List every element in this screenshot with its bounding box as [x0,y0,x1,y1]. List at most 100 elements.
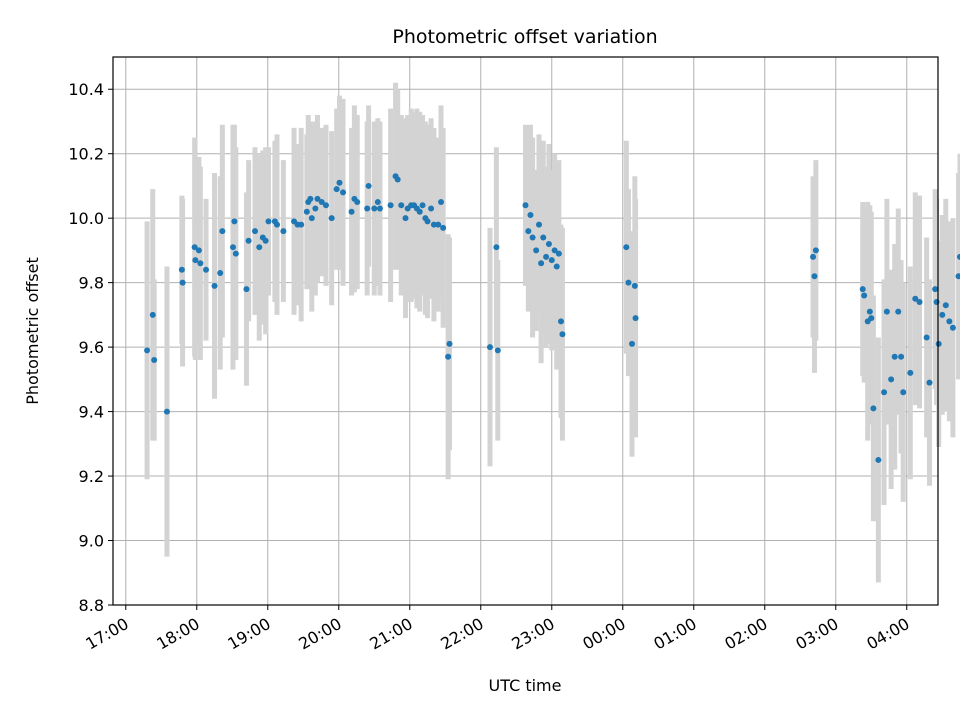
y-axis: 8.8 9.0 9.2 9.4 9.6 9.8 10.0 10.2 10.4 [68,80,113,615]
data-point [543,253,550,260]
y-tick-label: 10.0 [68,209,104,228]
data-point [280,228,287,235]
y-tick-label: 8.8 [79,596,104,615]
data-point [916,298,923,305]
data-point [533,247,540,254]
data-point [144,347,151,354]
plot-frame [112,56,939,606]
data-point [374,199,381,206]
data-point [178,266,185,273]
data-point [625,279,632,286]
data-point [430,221,437,228]
data-point [211,282,218,289]
data-point [333,186,340,193]
y-tick-label: 9.2 [79,467,104,486]
data-point [898,353,905,360]
data-point [942,302,949,309]
data-point [529,234,536,241]
data-point [232,250,239,257]
data-point [364,205,371,212]
data-point [623,244,630,251]
data-point [810,253,817,260]
data-point [632,315,639,322]
data-point [493,244,500,251]
y-tick-label: 9.0 [79,532,104,551]
data-point [900,389,907,396]
data-point [354,199,361,206]
data-point [933,298,940,305]
data-point [907,369,914,376]
data-point [555,250,562,257]
data-point [535,221,542,228]
data-point [812,247,819,254]
data-point [446,340,453,347]
y-axis-label: Photometric offset [23,257,42,405]
data-point [348,208,355,215]
data-point [891,353,898,360]
chart-title: Photometric offset variation [392,26,657,48]
data-point [551,247,558,254]
data-point [559,331,566,338]
data-point [419,202,426,209]
data-point [312,205,319,212]
y-tick-label: 9.4 [79,403,104,422]
data-point [318,199,325,206]
data-point [274,221,281,228]
data-point [955,273,960,280]
data-point [487,344,494,351]
data-point [394,176,401,183]
data-point [307,195,314,202]
data-point [548,257,555,264]
data-point [557,318,564,325]
data-point [303,208,310,215]
data-point [527,211,534,218]
data-point [957,253,960,260]
data-point [256,244,263,251]
data-point [314,195,321,202]
x-axis-label: UTC time [489,676,562,695]
data-point [243,286,250,293]
data-point [870,405,877,412]
data-point [935,340,942,347]
data-point [494,347,501,354]
data-point [416,208,423,215]
data-point [308,215,315,222]
y-tick-label: 9.8 [79,274,104,293]
data-point [525,228,532,235]
data-point [861,292,868,299]
data-point [251,228,258,235]
data-point [445,353,452,360]
data-point [424,218,431,225]
data-point [949,324,956,331]
data-point [365,182,372,189]
data-point [939,311,946,318]
data-point [888,376,895,383]
data-point [631,282,638,289]
data-point [868,315,875,322]
data-point [440,224,447,231]
data-point [298,221,305,228]
data-point [195,247,202,254]
data-point [540,234,547,241]
data-point [322,202,329,209]
data-point [538,260,545,267]
data-point [387,202,394,209]
y-tick-label: 10.2 [68,145,104,164]
data-point [553,263,560,270]
data-point [231,218,238,225]
y-tick-label: 9.6 [79,338,104,357]
data-point [875,456,882,463]
data-point [428,205,435,212]
data-point [197,260,204,267]
data-point [151,357,158,364]
data-point [229,244,236,251]
data-point [866,308,873,315]
data-point [859,286,866,293]
data-point [192,257,199,264]
data-point [932,286,939,293]
data-point [163,408,170,415]
data-point [811,273,818,280]
data-point [149,311,156,318]
